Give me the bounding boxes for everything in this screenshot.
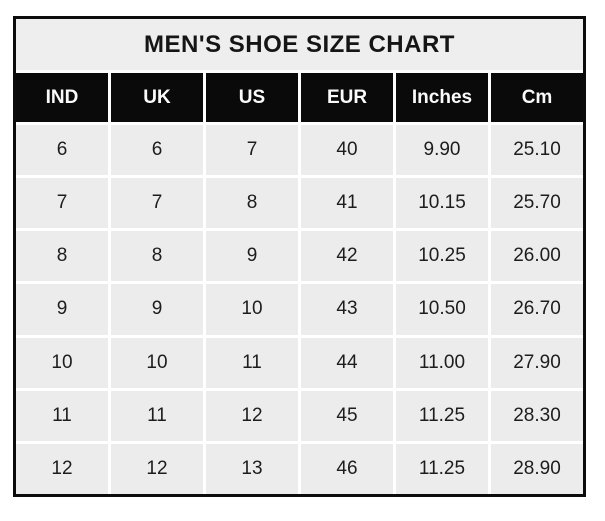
table-cell-r4-ind: 9 [16,284,108,335]
table-cell-r2-eur: 41 [301,178,393,229]
column-header-cm: Cm [491,73,583,122]
table-cell-r7-us: 13 [206,443,298,494]
shoe-size-chart-table: MEN'S SHOE SIZE CHART IND UK US EUR Inches Cm… [13,16,586,497]
table-cell-r6-eur: 45 [301,390,393,441]
table-cell-r7-eur: 46 [301,443,393,494]
chart-title: MEN'S SHOE SIZE CHART [16,19,583,70]
table-cell-r3-uk: 8 [111,231,203,282]
table-cell-r2-uk: 7 [111,178,203,229]
column-header-ind: IND [16,73,108,122]
table-cell-r3-inches: 10.25 [396,231,488,282]
column-header-us: US [206,73,298,122]
table-cell-r6-inches: 11.25 [396,390,488,441]
column-header-inches: Inches [396,73,488,122]
table-cell-r1-us: 7 [206,125,298,176]
table-cell-r1-uk: 6 [111,125,203,176]
table-cell-r5-ind: 10 [16,337,108,388]
table-cell-r4-us: 10 [206,284,298,335]
table-cell-r3-cm: 26.00 [491,231,583,282]
table-cell-r4-inches: 10.50 [396,284,488,335]
table-cell-r3-eur: 42 [301,231,393,282]
table-cell-r4-cm: 26.70 [491,284,583,335]
table-cell-r3-ind: 8 [16,231,108,282]
table-cell-r7-cm: 28.90 [491,443,583,494]
table-cell-r5-us: 11 [206,337,298,388]
table-cell-r2-inches: 10.15 [396,178,488,229]
table-cell-r5-inches: 11.00 [396,337,488,388]
table-cell-r1-ind: 6 [16,125,108,176]
table-cell-r1-inches: 9.90 [396,125,488,176]
table-cell-r4-uk: 9 [111,284,203,335]
table-cell-r7-uk: 12 [111,443,203,494]
table-cell-r2-ind: 7 [16,178,108,229]
table-cell-r1-cm: 25.10 [491,125,583,176]
table-cell-r7-ind: 12 [16,443,108,494]
table-cell-r6-uk: 11 [111,390,203,441]
table-cell-r7-inches: 11.25 [396,443,488,494]
column-header-eur: EUR [301,73,393,122]
column-header-uk: UK [111,73,203,122]
table-cell-r6-ind: 11 [16,390,108,441]
table-cell-r2-us: 8 [206,178,298,229]
table-cell-r2-cm: 25.70 [491,178,583,229]
table-cell-r6-cm: 28.30 [491,390,583,441]
table-cell-r5-eur: 44 [301,337,393,388]
table-cell-r4-eur: 43 [301,284,393,335]
table-cell-r5-uk: 10 [111,337,203,388]
table-cell-r1-eur: 40 [301,125,393,176]
table-cell-r3-us: 9 [206,231,298,282]
table-cell-r6-us: 12 [206,390,298,441]
table-cell-r5-cm: 27.90 [491,337,583,388]
